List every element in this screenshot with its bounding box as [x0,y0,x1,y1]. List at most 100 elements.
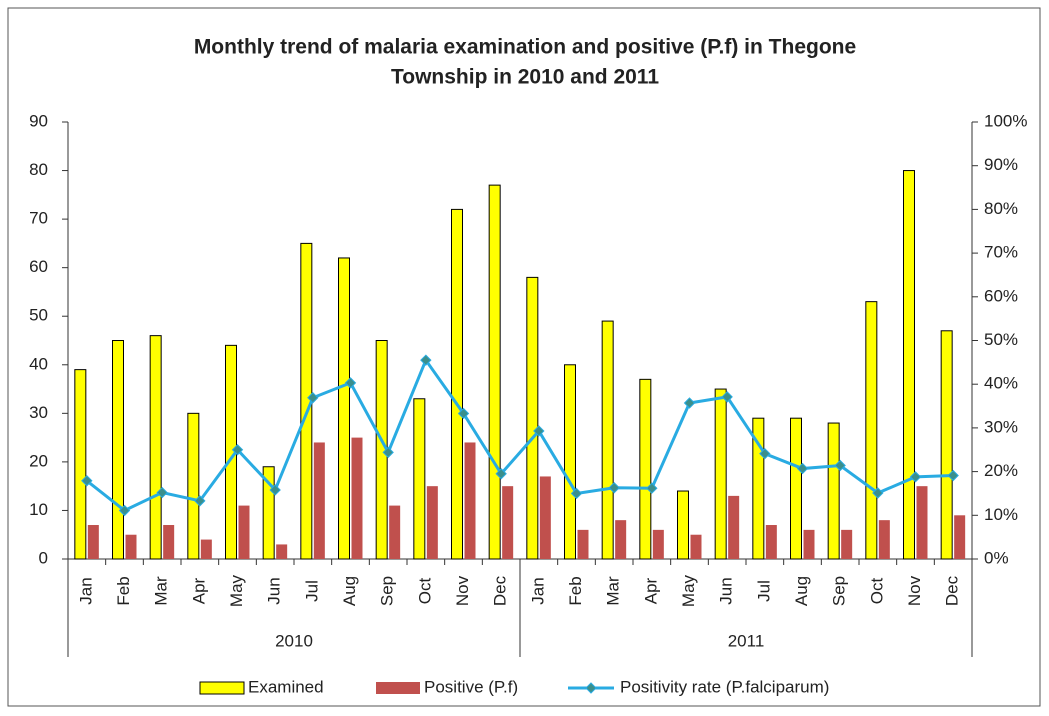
y-tick-label: 50 [29,306,48,325]
legend-swatch [376,682,420,694]
bar [690,534,702,559]
bar [615,520,627,559]
marker [759,447,771,460]
x-tick-label: Mar [152,576,171,606]
marker [194,495,206,507]
x-tick-label: Aug [792,576,811,606]
marker [834,459,846,472]
bar [803,529,815,559]
bar [74,369,87,560]
bar [313,442,325,559]
x-tick-label: Dec [491,575,510,606]
bar [149,335,162,560]
y2-tick-label: 70% [984,243,1018,262]
y2-tick-label: 80% [984,199,1018,218]
x-tick-label: Jun [717,577,736,604]
x-tick-label: Jan [528,577,547,604]
x-tick-label: Apr [189,577,208,604]
marker [909,471,922,483]
y-tick-label: 80 [29,160,48,179]
bar [389,505,401,559]
x-tick-label: Oct [415,578,434,605]
y2-tick-label: 60% [984,286,1018,305]
group-label: 2011 [728,631,765,650]
x-tick-label: Feb [566,576,585,605]
legend-swatch [199,681,245,695]
x-tick-label: Oct [867,578,886,605]
y2-tick-label: 30% [984,417,1018,436]
bar [601,320,614,560]
marker [570,487,583,500]
y-tick-label: 60 [29,257,48,276]
bar [940,330,953,560]
y2-tick-label: 0% [984,548,1009,567]
marker [457,407,470,420]
x-tick-label: Dec [943,575,962,606]
bar [765,525,777,559]
x-tick-label: Sep [378,576,397,606]
bar [502,486,514,559]
y2-tick-label: 100% [984,111,1027,130]
marker [872,487,884,499]
bar [125,534,137,559]
bar [841,529,853,559]
bar [87,525,99,559]
bar [954,515,966,559]
marker [118,504,131,517]
chart-title: Monthly trend of malaria examination and… [194,36,856,59]
x-tick-label: Mar [604,576,623,606]
line [85,357,954,513]
y-tick-label: 0 [39,548,48,567]
marker [81,475,93,487]
bar [238,505,250,559]
bar [865,301,878,560]
x-tick-label: Nov [453,575,472,606]
marker [382,446,394,459]
bar [488,184,501,560]
bar [539,476,551,559]
legend-label: Examined [248,677,324,696]
bar [903,170,915,560]
bar [714,388,727,560]
bar [577,529,589,559]
marker [646,482,658,494]
bar [351,437,363,559]
y-tick-label: 10 [29,500,48,519]
legend-label: Positive (P.f) [424,677,518,696]
bar [790,417,802,560]
marker [344,377,357,389]
bar [728,495,740,559]
marker [721,391,733,403]
bar [413,398,426,560]
x-tick-label: May [679,574,698,607]
x-tick-label: Jun [265,577,284,604]
bar [338,257,350,560]
x-tick-label: Jul [302,580,321,602]
bar [677,490,689,560]
x-tick-label: Jan [76,577,95,604]
marker [231,444,244,456]
marker [533,425,545,437]
chart-title: Township in 2010 and 2011 [391,66,659,89]
marker [156,486,168,499]
bar [112,340,124,560]
marker [495,468,507,480]
y-tick-label: 20 [29,451,48,470]
marker [608,482,620,494]
y-tick-label: 90 [29,111,48,130]
x-tick-label: May [227,574,246,607]
legend-label: Positivity rate (P.falciparum) [620,677,829,696]
y2-tick-label: 50% [984,330,1018,349]
y-tick-label: 70 [29,209,48,228]
group-label: 2010 [275,631,313,650]
bar [276,544,288,559]
marker [269,484,281,496]
marker [307,392,319,404]
y2-tick-label: 10% [984,505,1018,524]
marker [683,397,696,409]
y2-tick-label: 90% [984,155,1018,174]
y2-tick-label: 40% [984,374,1018,393]
bar [426,486,438,559]
marker [947,469,959,482]
